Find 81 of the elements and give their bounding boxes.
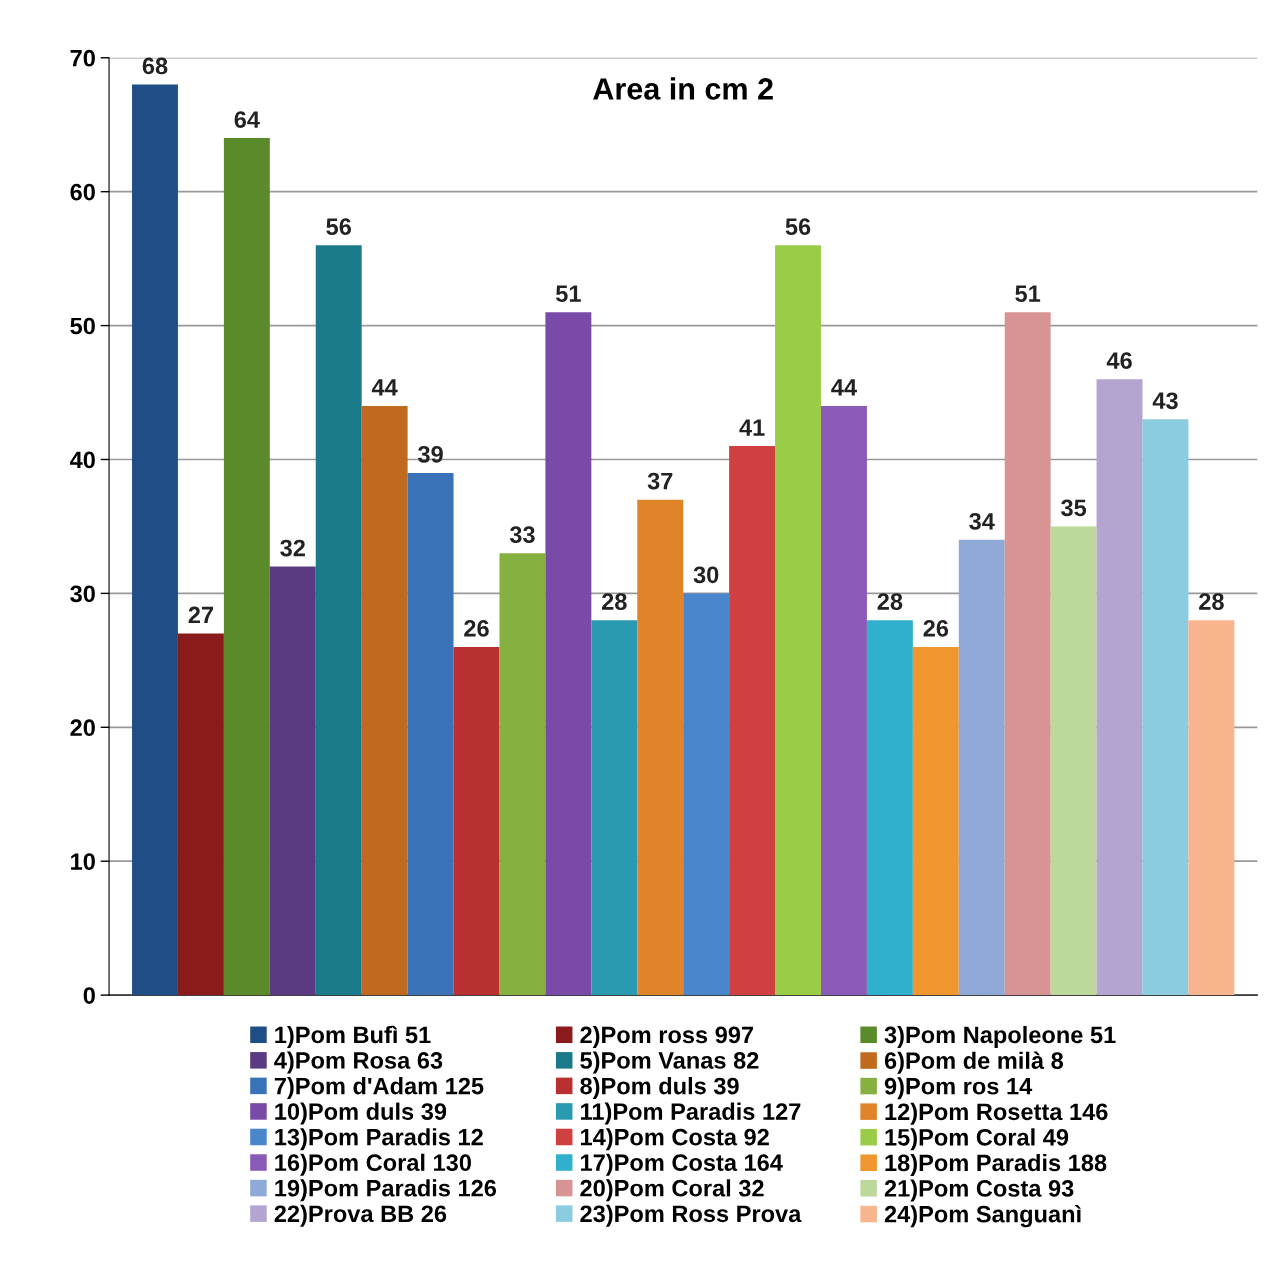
- bar: [1004, 312, 1051, 996]
- data-label: 34: [969, 512, 995, 530]
- y-tick-label: 0: [83, 987, 95, 1004]
- data-label: 51: [555, 285, 581, 302]
- bar: [866, 620, 913, 996]
- y-tick-label: 30: [70, 585, 95, 603]
- bar: [177, 633, 224, 996]
- data-label: 56: [785, 218, 811, 236]
- data-label: 32: [280, 539, 305, 557]
- data-label: 44: [371, 379, 398, 396]
- legend-label: 5)Pom Vanas 82: [580, 1051, 759, 1074]
- legend-label: 3)Pom Napoleone 51: [884, 1025, 1116, 1048]
- data-label: 30: [693, 566, 719, 584]
- data-label: 64: [234, 111, 260, 128]
- legend-label: 17)Pom Costa 164: [581, 1153, 783, 1176]
- legend-label: 1)Pom Bufì 51: [275, 1025, 431, 1048]
- data-label: 35: [1061, 499, 1087, 517]
- bar: [958, 539, 1005, 996]
- legend-label: 16)Pom Coral 130: [275, 1153, 471, 1176]
- legend-label: 19)Pom Paradis 126: [275, 1179, 497, 1202]
- legend-label: 18)Pom Paradis 188: [885, 1153, 1107, 1176]
- bar: [269, 566, 316, 996]
- bar: [132, 84, 178, 996]
- data-label: 41: [739, 419, 765, 436]
- legend-label: 24)Pom Sanguanì: [884, 1205, 1081, 1228]
- data-label: 56: [326, 218, 351, 236]
- legend-label: 9)Pom ros 14: [884, 1077, 1033, 1100]
- legend-label: 15)Pom Coral 49: [885, 1128, 1069, 1151]
- data-label: 26: [464, 620, 489, 637]
- legend-label: 21)Pom Costa 93: [884, 1179, 1074, 1202]
- data-label: 28: [877, 593, 903, 610]
- bar: [407, 472, 454, 996]
- data-label: 51: [1015, 285, 1041, 302]
- data-label: 28: [1199, 593, 1224, 610]
- bar: [1096, 379, 1143, 996]
- bar: [1142, 419, 1189, 996]
- data-label: 26: [923, 620, 949, 637]
- data-label: 27: [188, 606, 214, 624]
- data-label: 46: [1106, 352, 1132, 369]
- bar: [1050, 526, 1097, 996]
- bar: [683, 593, 730, 996]
- y-tick-label: 50: [70, 317, 95, 335]
- bar: [1188, 620, 1235, 996]
- data-label: 37: [647, 472, 673, 490]
- data-label: 68: [142, 57, 168, 75]
- bar: [223, 138, 270, 996]
- legend-label: 4)Pom Rosa 63: [274, 1051, 443, 1074]
- legend-label: 6)Pom de milà 8: [884, 1051, 1064, 1074]
- data-label: 44: [831, 379, 857, 396]
- text: Area in cm 2: [593, 77, 773, 100]
- bar: [361, 405, 408, 996]
- data-label: 43: [1152, 392, 1178, 410]
- data-label: 33: [509, 526, 535, 544]
- y-tick-label: 20: [70, 719, 95, 737]
- legend-label: 11)Pom Paradis 127: [581, 1102, 801, 1125]
- legend-label: 14)Pom Costa 92: [581, 1128, 769, 1151]
- bar: [729, 446, 776, 996]
- bar: [637, 499, 684, 996]
- legend-label: 2)Pom ross 997: [580, 1025, 754, 1048]
- bar: [499, 553, 546, 996]
- legend-label: 10)Pom duls 39: [275, 1102, 447, 1125]
- legend-label: 13)Pom Paradis 12: [275, 1128, 483, 1151]
- legend-label: 23)Pom Ross Prova: [580, 1204, 802, 1227]
- y-tick-label: 40: [69, 451, 95, 469]
- y-tick-label: 70: [70, 49, 95, 67]
- legend-label: 7)Pom d'Adam 125: [274, 1077, 484, 1100]
- data-label: 28: [601, 593, 627, 610]
- data-label: 39: [417, 445, 443, 463]
- legend-label: 22)Prova BB 26: [274, 1204, 447, 1227]
- bar: [591, 620, 638, 996]
- bar: [545, 312, 592, 996]
- legend-label: 8)Pom duls 39: [580, 1077, 739, 1100]
- bar: [820, 405, 867, 996]
- y-tick-label: 60: [70, 183, 95, 201]
- y-tick-label: 10: [71, 853, 95, 870]
- bar: [775, 245, 821, 996]
- legend-label: 20)Pom Coral 32: [580, 1179, 764, 1202]
- bar: [912, 646, 959, 996]
- bar: [453, 646, 500, 996]
- bar: [315, 245, 362, 996]
- legend-label: 12)Pom Rosetta 146: [885, 1102, 1108, 1125]
